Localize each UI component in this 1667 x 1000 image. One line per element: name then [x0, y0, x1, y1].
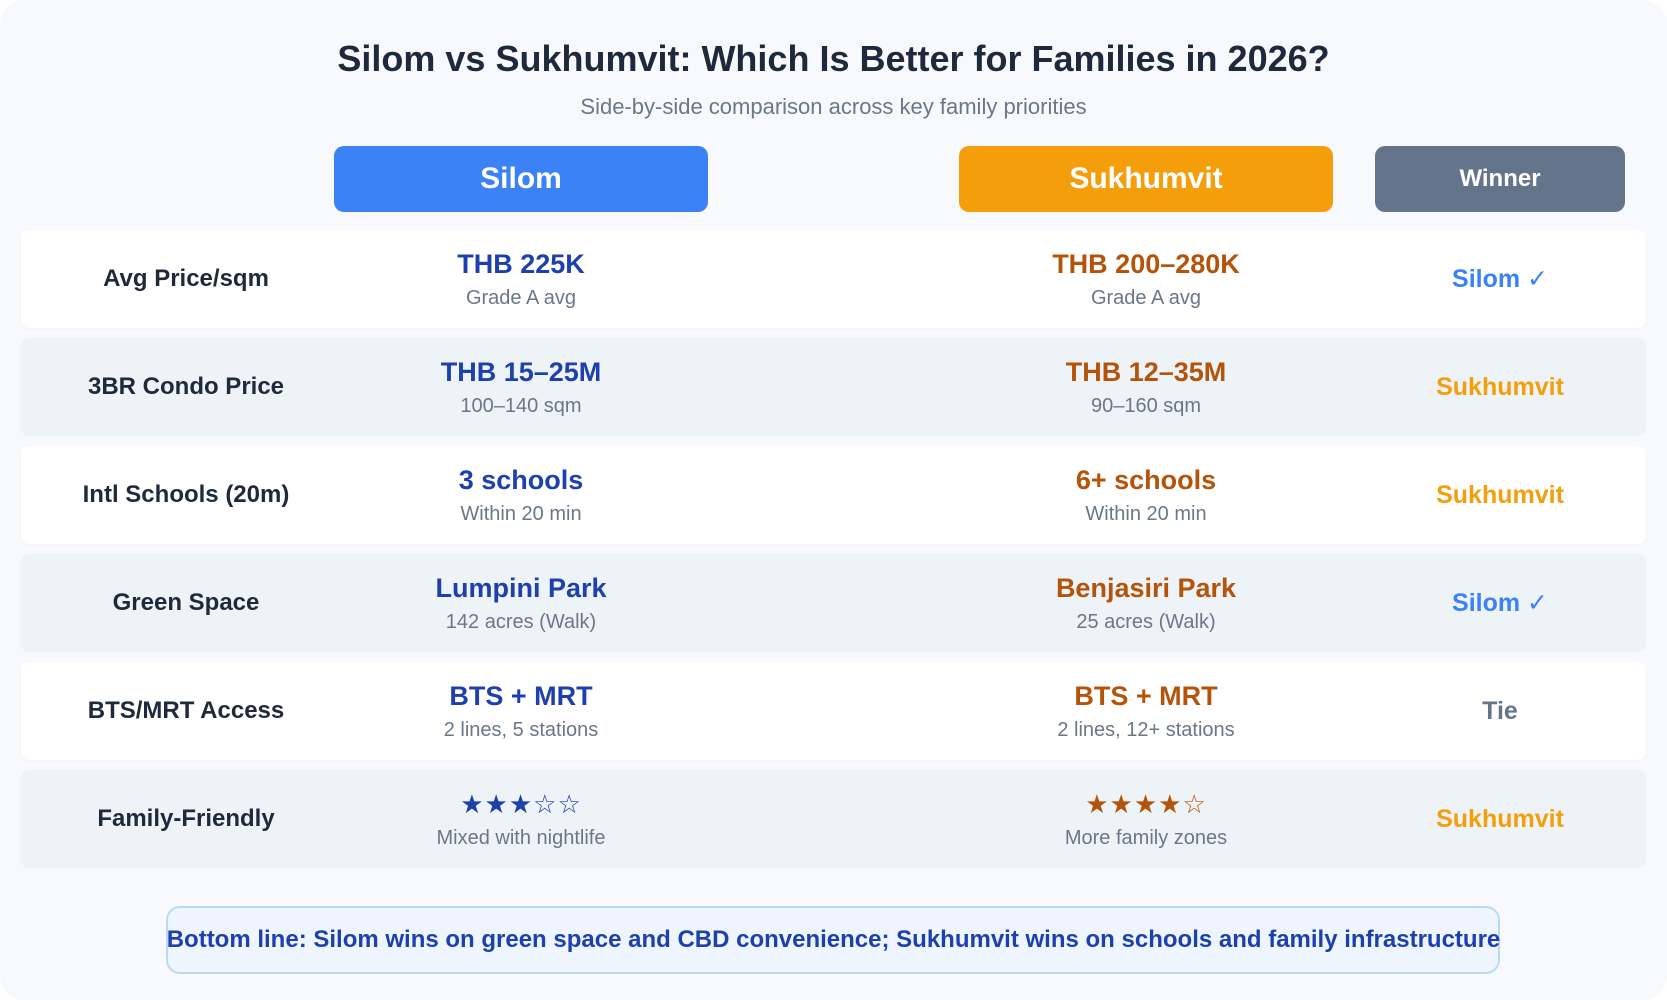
- sukhumvit-detail: More family zones: [1064, 827, 1228, 849]
- silom-detail: 142 acres (Walk): [445, 611, 597, 633]
- sukhumvit-detail: Within 20 min: [1085, 503, 1207, 525]
- silom-cell: BTS + MRT 2 lines, 5 stations: [334, 662, 708, 760]
- silom-value: BTS + MRT: [449, 681, 593, 711]
- bottom-line-text: Bottom line: Silom wins on green space a…: [166, 926, 1501, 953]
- sukhumvit-value: BTS + MRT: [1074, 681, 1218, 711]
- silom-cell: THB 225K Grade A avg: [334, 230, 708, 328]
- silom-value: Lumpini Park: [435, 573, 607, 603]
- row-label: 3BR Condo Price: [87, 373, 285, 400]
- page-subtitle: Side-by-side comparison across key famil…: [580, 94, 1087, 119]
- sukhumvit-cell: ★★★★☆ More family zones: [959, 770, 1333, 868]
- silom-detail: 2 lines, 5 stations: [443, 719, 599, 741]
- table-row-avg-price: Avg Price/sqm THB 225K Grade A avg THB 2…: [21, 230, 1646, 328]
- sukhumvit-value: THB 200–280K: [1052, 249, 1240, 279]
- silom-detail: Within 20 min: [460, 503, 582, 525]
- silom-detail: 100–140 sqm: [460, 395, 582, 417]
- sukhumvit-cell: 6+ schools Within 20 min: [959, 446, 1333, 544]
- silom-detail: Grade A avg: [465, 287, 577, 309]
- row-label: Family-Friendly: [97, 805, 275, 832]
- sukhumvit-detail: Grade A avg: [1090, 287, 1202, 309]
- sukhumvit-cell: BTS + MRT 2 lines, 12+ stations: [959, 662, 1333, 760]
- table-row-green-space: Green Space Lumpini Park 142 acres (Walk…: [21, 554, 1646, 652]
- sukhumvit-star-rating: ★★★★☆: [1085, 789, 1207, 819]
- column-header-winner: Winner: [1375, 146, 1625, 212]
- silom-cell: Lumpini Park 142 acres (Walk): [334, 554, 708, 652]
- winner-cell: Silom ✓: [1452, 265, 1548, 293]
- silom-cell: 3 schools Within 20 min: [334, 446, 708, 544]
- sukhumvit-value: THB 12–35M: [1065, 357, 1227, 387]
- winner-cell: Sukhumvit: [1436, 480, 1564, 509]
- row-label: Avg Price/sqm: [103, 265, 269, 292]
- sukhumvit-value: Benjasiri Park: [1055, 573, 1237, 603]
- silom-detail: Mixed with nightlife: [436, 827, 606, 849]
- row-label: Green Space: [112, 589, 260, 616]
- winner-cell: Silom ✓: [1452, 589, 1548, 617]
- silom-value: THB 15–25M: [440, 357, 602, 387]
- table-row-family-friendly: Family-Friendly ★★★☆☆ Mixed with nightli…: [21, 770, 1646, 868]
- sukhumvit-cell: THB 200–280K Grade A avg: [959, 230, 1333, 328]
- sukhumvit-detail: 90–160 sqm: [1090, 395, 1202, 417]
- sukhumvit-cell: THB 12–35M 90–160 sqm: [959, 338, 1333, 436]
- bottom-line-box: [166, 906, 1500, 974]
- winner-cell: Tie: [1482, 696, 1518, 725]
- winner-cell: Sukhumvit: [1436, 804, 1564, 833]
- table-row-3br-price: 3BR Condo Price THB 15–25M 100–140 sqm T…: [21, 338, 1646, 436]
- table-row-intl-schools: Intl Schools (20m) 3 schools Within 20 m…: [21, 446, 1646, 544]
- sukhumvit-value: 6+ schools: [1075, 465, 1217, 495]
- silom-value: 3 schools: [458, 465, 584, 495]
- row-label: BTS/MRT Access: [87, 697, 285, 724]
- silom-star-rating: ★★★☆☆: [460, 789, 582, 819]
- silom-cell: THB 15–25M 100–140 sqm: [334, 338, 708, 436]
- column-header-sukhumvit: Sukhumvit: [959, 146, 1333, 212]
- sukhumvit-detail: 2 lines, 12+ stations: [1057, 719, 1235, 741]
- row-label: Intl Schools (20m): [82, 481, 290, 508]
- silom-value: THB 225K: [457, 249, 585, 279]
- winner-cell: Sukhumvit: [1436, 372, 1564, 401]
- sukhumvit-cell: Benjasiri Park 25 acres (Walk): [959, 554, 1333, 652]
- page-title: Silom vs Sukhumvit: Which Is Better for …: [337, 38, 1330, 79]
- column-header-silom: Silom: [334, 146, 708, 212]
- table-row-transit-access: BTS/MRT Access BTS + MRT 2 lines, 5 stat…: [21, 662, 1646, 760]
- sukhumvit-detail: 25 acres (Walk): [1076, 611, 1216, 633]
- silom-cell: ★★★☆☆ Mixed with nightlife: [334, 770, 708, 868]
